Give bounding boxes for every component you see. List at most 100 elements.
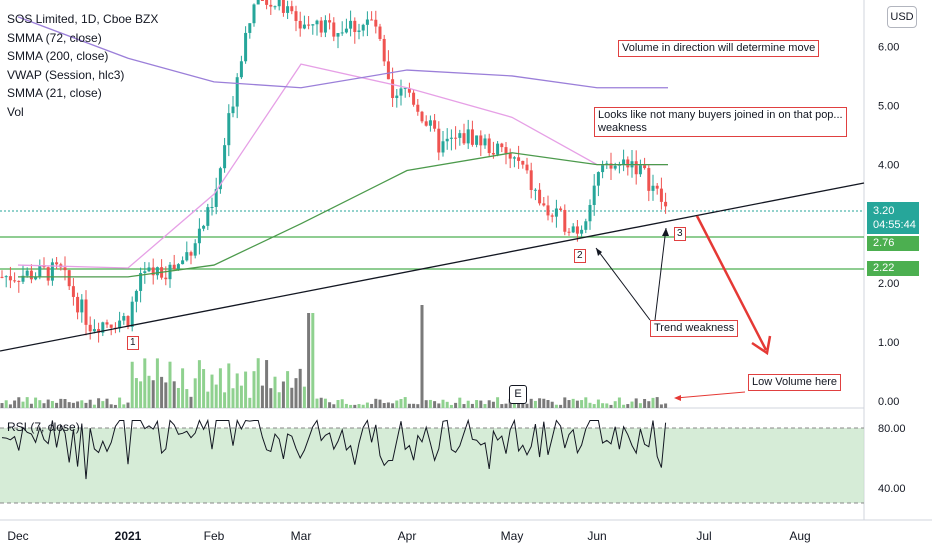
volume-bar <box>130 361 134 408</box>
marker-point1: 1 <box>127 336 139 350</box>
volume-bar <box>533 400 537 408</box>
volume-bar <box>160 376 164 408</box>
candle-body <box>357 30 361 32</box>
candle-body <box>466 129 470 144</box>
volume-bar <box>449 404 453 408</box>
low-volume-arrow <box>675 391 746 399</box>
volume-bar <box>437 403 441 408</box>
annotation-buyers-line1: Looks like not many buyers joined in on … <box>598 109 843 121</box>
volume-bar <box>34 397 38 408</box>
volume-bar <box>391 403 395 408</box>
volume-bar <box>164 382 168 408</box>
volume-bar <box>466 400 470 408</box>
volume-bar <box>113 404 117 408</box>
candle-body <box>365 19 369 25</box>
candle-body <box>164 277 168 280</box>
candle-body <box>412 92 416 105</box>
legend-smma21: SMMA (21, close) <box>7 86 102 100</box>
volume-bar <box>76 401 80 408</box>
candle-body <box>290 6 294 12</box>
time-axis: Dec 2021 Feb Mar Apr May Jun Jul Aug <box>7 529 810 543</box>
volume-bar <box>239 385 243 408</box>
volume-bar <box>134 378 138 408</box>
rsi-line <box>1 418 667 480</box>
volume-bar <box>71 402 75 408</box>
candle-body <box>575 226 579 234</box>
candle-body <box>315 20 319 25</box>
arrow-head-point2 <box>596 248 602 256</box>
candle-body <box>118 320 122 329</box>
volume-bar <box>504 403 508 408</box>
volume-bar <box>454 402 458 408</box>
volume-bar <box>538 398 542 408</box>
last-price-tag: 3.20 04:55:44 <box>867 202 919 234</box>
volume-bar <box>580 400 584 408</box>
ma-line-1 <box>17 16 668 89</box>
candle-body <box>550 215 554 217</box>
candle-body <box>63 267 67 271</box>
candle-body <box>239 61 243 78</box>
volume-bar <box>307 313 311 408</box>
earnings-marker[interactable]: E <box>509 385 527 404</box>
volume-bar <box>651 397 655 408</box>
annotation-low-volume: Low Volume here <box>748 374 841 391</box>
candle-body <box>80 299 84 313</box>
candle-body <box>193 243 197 256</box>
candle-body <box>218 168 222 190</box>
candle-body <box>559 208 563 210</box>
candle-body <box>399 88 403 96</box>
volume-bar <box>332 404 336 408</box>
candle-body <box>487 138 491 154</box>
volume-bar <box>92 404 96 408</box>
volume-bar <box>265 360 269 408</box>
candle-body <box>538 189 542 204</box>
trend-weakness-arrows <box>595 227 669 321</box>
projection-arrow-head <box>751 335 772 356</box>
candle-body <box>496 143 500 155</box>
volume-bar <box>315 398 319 408</box>
candle-body <box>214 189 218 207</box>
volume-bar <box>567 400 571 408</box>
candle-body <box>521 160 525 165</box>
volume-bar <box>428 399 432 408</box>
volume-bar <box>622 404 626 408</box>
volume-bar <box>260 385 264 408</box>
candle-body <box>92 329 96 332</box>
volume-bar <box>563 397 567 408</box>
candle-body <box>269 4 273 7</box>
candle-body <box>445 138 449 142</box>
volume-bar <box>223 392 227 408</box>
rsi-label: RSI (7, close) <box>7 420 80 434</box>
volume-bar <box>277 392 281 408</box>
currency-button[interactable]: USD <box>887 6 917 28</box>
volume-bar <box>298 368 302 408</box>
volume-bar <box>424 400 428 408</box>
volume-bar <box>63 399 67 408</box>
candle-body <box>588 205 592 222</box>
candle-body <box>386 61 390 80</box>
volume-bar <box>84 402 88 408</box>
candle-body <box>231 106 235 114</box>
volume-bar <box>638 403 642 408</box>
volume-bar <box>286 371 290 408</box>
candle-body <box>172 264 176 269</box>
price-tick-label: 1.00 <box>878 337 899 349</box>
candle-body <box>256 0 260 5</box>
volume-bar <box>550 401 554 408</box>
volume-bar <box>328 402 332 408</box>
volume-bar <box>172 381 176 408</box>
volume-bar <box>67 402 71 408</box>
volume-bar <box>168 361 172 408</box>
candle-body <box>546 205 550 216</box>
annotation-buyers: Looks like not many buyers joined in on … <box>594 107 847 137</box>
volume-bar <box>386 402 390 408</box>
candle-body <box>479 135 483 146</box>
volume-bar <box>13 400 17 408</box>
candle-body <box>374 19 378 27</box>
candle-body <box>340 32 344 34</box>
candle-body <box>126 316 130 327</box>
candle-body <box>294 11 298 21</box>
projection-arrow <box>695 215 768 351</box>
volume-bar <box>626 404 630 408</box>
time-tick-label: Jun <box>587 529 606 543</box>
